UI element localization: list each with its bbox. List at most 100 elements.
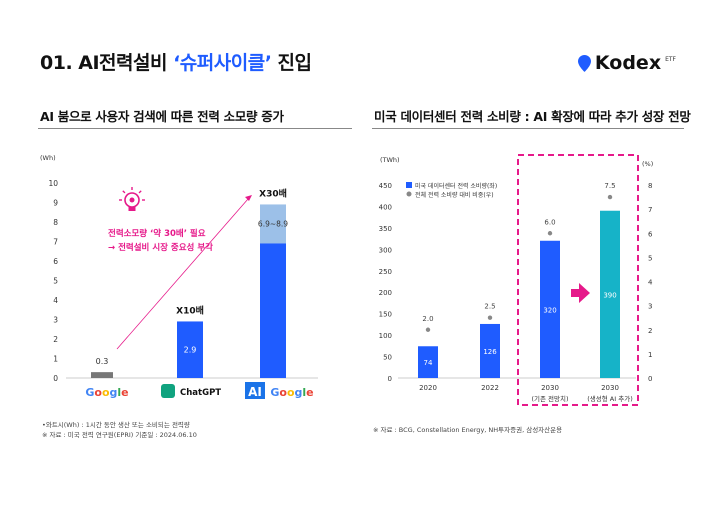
footnote-1: •와트시(Wh) : 1시간 동안 생산 또는 소비되는 전력량 xyxy=(42,421,190,429)
y-tick-left: 350 xyxy=(379,225,392,233)
trend-arrow-line xyxy=(116,198,249,350)
logo-text: Kodex xyxy=(594,52,662,74)
share-dot xyxy=(425,327,431,332)
footnote-2: ※ 자료 : 미국 전력 연구원(EPRI) 기준일 : 2024.06.10 xyxy=(42,431,197,439)
y-tick-left: 200 xyxy=(379,289,392,297)
y-tick-left: 50 xyxy=(383,354,392,362)
share-label: 2.5 xyxy=(484,303,495,311)
google-logo: Google xyxy=(85,386,128,399)
callout-line-1: 전력소모량 ‘약 30배’ 필요 xyxy=(108,229,206,239)
title-prefix: 01. AI전력설비 xyxy=(40,52,174,74)
y-tick-right: 8 xyxy=(648,182,652,190)
data-label: 0.3 xyxy=(96,357,109,366)
data-label: 6.9~8.9 xyxy=(258,219,288,228)
y-tick-label: 9 xyxy=(53,199,58,208)
bar xyxy=(418,346,438,378)
y-tick-label: 0 xyxy=(53,374,58,383)
y-tick-left: 100 xyxy=(379,332,392,340)
y-tick-right: 6 xyxy=(648,230,653,238)
bar xyxy=(480,323,500,378)
x-tick-label: 2022 xyxy=(481,384,499,392)
y-tick-right: 1 xyxy=(648,351,652,359)
y-tick-right: 4 xyxy=(648,279,653,287)
left-divider xyxy=(38,128,352,129)
y-axis-unit: (Wh) xyxy=(40,154,56,162)
x-tick-sublabel: (기존 전망치) xyxy=(531,394,568,403)
bar-label: 74 xyxy=(424,359,433,367)
title-suffix: 진입 xyxy=(271,52,312,74)
legend-bar-label: 미국 데이터센터 전력 소비량(좌) xyxy=(415,182,497,190)
y-tick-label: 1 xyxy=(53,355,58,364)
y-tick-label: 7 xyxy=(53,238,58,247)
y-tick-left: 0 xyxy=(388,375,392,383)
share-label: 2.0 xyxy=(422,315,433,323)
y-tick-label: 3 xyxy=(53,316,58,325)
multiplier-label: X30배 xyxy=(259,187,287,199)
x-tick-label: 2030 xyxy=(601,384,619,392)
right-chart: (TWh) (%) 0 50 100 150 200 250 300 350 400 450 0 1 2 3 4… xyxy=(379,154,653,406)
y-axis-unit-left: (TWh) xyxy=(380,156,400,164)
y-tick-left: 300 xyxy=(379,246,392,254)
chatgpt-logo: ChatGPT xyxy=(180,388,221,398)
y-tick-left: 150 xyxy=(379,311,392,319)
trend-arrow-head xyxy=(245,195,252,201)
highlight-box xyxy=(517,154,639,406)
y-tick-left: 450 xyxy=(379,182,392,190)
logo-sub: ETF xyxy=(665,55,676,63)
y-tick-label: 6 xyxy=(53,257,58,266)
data-label: 2.9 xyxy=(184,346,197,355)
left-chart: (Wh) 0 1 2 3 4 5 6 7 8 9 10 0.3 2.9 X10배 6.9~8.9 X30배 Goo… xyxy=(40,154,318,399)
page-title: 01. AI전력설비 ‘슈퍼사이클’ 진입 xyxy=(40,48,312,75)
share-label: 6.0 xyxy=(544,218,555,226)
y-tick-right: 5 xyxy=(648,254,652,262)
bar xyxy=(600,210,620,378)
multiplier-label: X10배 xyxy=(176,304,204,316)
chatgpt-icon xyxy=(161,384,175,398)
arrow-right-icon xyxy=(571,283,590,303)
y-tick-right: 7 xyxy=(648,206,652,214)
x-tick-sublabel: (생성형 AI 추가) xyxy=(587,394,632,403)
lightbulb-gear-icon xyxy=(119,187,145,211)
left-footnotes: •와트시(Wh) : 1시간 동안 생산 또는 소비되는 전력량 ※ 자료 : … xyxy=(42,420,197,440)
legend-dot-swatch xyxy=(406,191,412,197)
bar xyxy=(540,240,560,378)
y-tick-left: 250 xyxy=(379,268,392,276)
bar-label: 320 xyxy=(543,306,556,314)
y-tick-right: 3 xyxy=(648,303,652,311)
y-tick-label: 10 xyxy=(48,179,58,188)
y-tick-right: 0 xyxy=(648,375,652,383)
callout-line-2: → 전력설비 시장 중요성 부각 xyxy=(108,243,213,253)
legend-dot-label: 전체 전력 소비량 대비 비중(우) xyxy=(415,191,494,199)
y-tick-left: 400 xyxy=(379,203,392,211)
y-tick-right: 2 xyxy=(648,327,652,335)
bar-label: 390 xyxy=(603,291,616,299)
y-tick-label: 5 xyxy=(53,277,58,286)
ai-badge-text: AI xyxy=(248,385,262,399)
right-divider xyxy=(372,128,684,129)
ai-badge-icon xyxy=(245,382,265,399)
share-dot xyxy=(487,315,493,320)
bar-range xyxy=(260,204,286,244)
left-heading: AI 붐으로 사용자 검색에 따른 전력 소모량 증가 xyxy=(40,109,284,124)
share-dot xyxy=(607,194,613,200)
bar-label: 126 xyxy=(483,348,497,356)
bar xyxy=(260,243,286,378)
share-dot xyxy=(547,231,553,236)
y-tick-label: 8 xyxy=(53,218,58,227)
footnote-source: ※ 자료 : BCG, Constellation Energy, NH투자증권… xyxy=(373,426,563,434)
right-heading: 미국 데이터센터 전력 소비량 : AI 확장에 따라 추가 성장 전망 xyxy=(374,109,691,124)
legend-bar-swatch xyxy=(406,182,412,188)
y-tick-label: 4 xyxy=(53,296,58,305)
callout: 전력소모량 ‘약 30배’ 필요 → 전력설비 시장 중요성 부각 xyxy=(108,227,213,255)
bar xyxy=(91,372,113,378)
y-tick-label: 2 xyxy=(53,335,58,344)
title-highlight: ‘슈퍼사이클’ xyxy=(173,52,272,74)
location-pin-icon xyxy=(577,54,591,72)
right-footnotes: ※ 자료 : BCG, Constellation Energy, NH투자증권… xyxy=(373,425,562,435)
x-tick-label: 2020 xyxy=(419,384,437,392)
share-label: 7.5 xyxy=(604,182,615,190)
x-tick-label: 2030 xyxy=(541,384,559,392)
google-logo-ai: Google xyxy=(270,386,313,399)
kodex-logo: Kodex ETF xyxy=(577,52,676,74)
bar xyxy=(177,321,203,378)
